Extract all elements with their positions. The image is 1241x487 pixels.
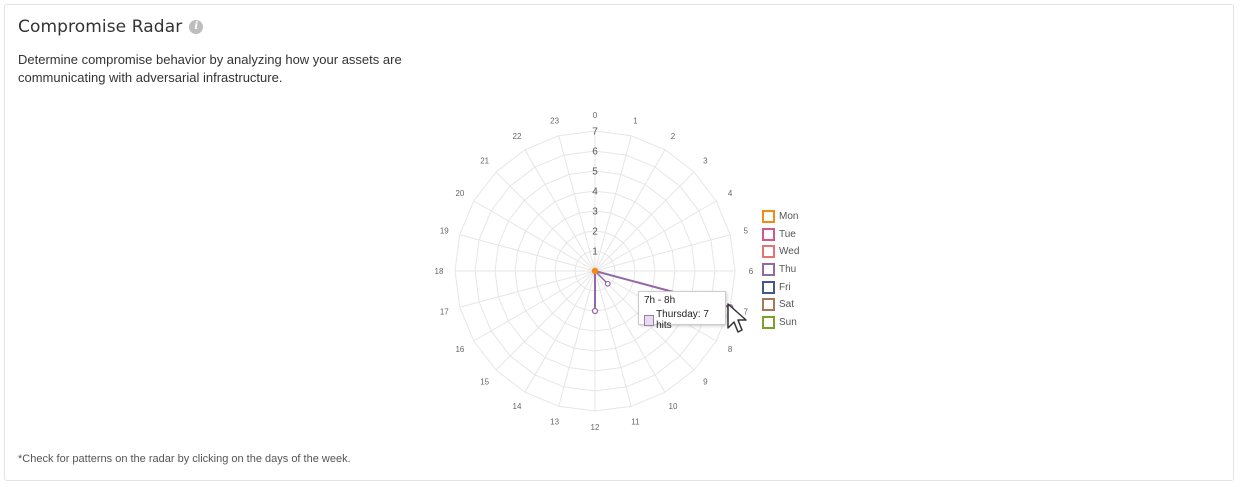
legend-label: Sat (779, 299, 795, 311)
footnote: *Check for patterns on the radar by clic… (18, 453, 351, 465)
point-thu-12 (591, 307, 599, 315)
legend-label: Mon (779, 211, 799, 223)
legend-item-sun[interactable]: Sun (762, 314, 799, 332)
hour-label-19: 19 (440, 227, 449, 236)
tooltip-row: Thursday: 7 hits (644, 309, 720, 331)
title-row: Compromise Radar i (18, 17, 204, 37)
legend-item-sat[interactable]: Sat (762, 296, 799, 314)
legend-swatch (762, 263, 775, 277)
hour-label-4: 4 (728, 189, 733, 198)
hour-label-14: 14 (513, 402, 522, 411)
card-description: Determine compromise behavior by analyzi… (18, 52, 402, 85)
legend-item-tue[interactable]: Tue (762, 226, 799, 244)
hour-label-16: 16 (455, 345, 464, 354)
legend-label: Fri (779, 281, 791, 293)
hour-label-18: 18 (435, 267, 444, 276)
spoke-2 (594, 149, 666, 272)
center-point (591, 267, 599, 275)
hour-label-9: 9 (703, 377, 708, 386)
legend-label: Wed (779, 246, 800, 258)
legend-swatch (762, 315, 775, 329)
radius-label-6: 6 (592, 147, 598, 158)
hour-label-20: 20 (455, 189, 464, 198)
legend-label: Tue (779, 228, 796, 240)
legend-label: Sun (779, 316, 797, 328)
hour-label-23: 23 (550, 116, 559, 125)
tooltip-title: 7h - 8h (644, 295, 676, 306)
radius-label-3: 3 (592, 207, 598, 218)
radius-label-1: 1 (592, 247, 598, 258)
legend-swatch (762, 280, 775, 294)
spoke-21 (495, 171, 596, 272)
hour-label-8: 8 (728, 345, 733, 354)
compromise-radar-card: Compromise Radar i Determine compromise … (4, 4, 1234, 481)
hour-label-22: 22 (513, 132, 522, 141)
legend-label: Thu (779, 264, 797, 276)
spoke-20 (473, 200, 596, 272)
hour-label-21: 21 (480, 157, 489, 166)
info-icon[interactable]: i (189, 20, 204, 34)
legend-swatch (762, 210, 775, 224)
spoke-19 (459, 234, 596, 272)
tooltip-text: Thursday: 7 hits (656, 309, 709, 331)
legend-item-mon[interactable]: Mon (762, 208, 799, 226)
legend-swatch (762, 245, 775, 259)
extra-point-9 (604, 280, 611, 287)
spoke-3 (594, 171, 695, 272)
spoke-10 (594, 270, 666, 393)
legend-item-thu[interactable]: Thu (762, 261, 799, 279)
mouse-pointer-icon (727, 303, 747, 333)
legend-item-fri[interactable]: Fri (762, 278, 799, 296)
hour-label-7: 7 (743, 307, 748, 316)
tooltip-swatch (644, 314, 655, 326)
radius-label-4: 4 (592, 187, 598, 198)
spoke-17 (459, 270, 596, 308)
spoke-4 (594, 200, 717, 272)
hour-label-1: 1 (633, 116, 638, 125)
spoke-1 (594, 135, 632, 272)
spoke-11 (594, 270, 632, 407)
radius-label-2: 2 (592, 227, 598, 238)
hour-label-15: 15 (480, 377, 489, 386)
spoke-5 (594, 234, 731, 272)
radius-labels: 1 2 3 4 5 6 7 (592, 127, 598, 258)
spoke-16 (473, 270, 596, 342)
hour-label-13: 13 (550, 418, 559, 427)
legend: Mon Tue Wed Thu Fri Sat Sun (762, 208, 799, 331)
spoke-22 (524, 149, 596, 272)
hour-label-0: 0 (593, 111, 598, 120)
legend-swatch (762, 298, 775, 312)
spoke-23 (558, 135, 596, 272)
legend-swatch (762, 227, 775, 241)
hour-label-17: 17 (440, 307, 449, 316)
hour-label-2: 2 (671, 132, 676, 141)
spoke-13 (558, 270, 596, 407)
radar-spokes (455, 131, 735, 411)
spoke-15 (495, 270, 596, 371)
radius-label-5: 5 (592, 167, 598, 178)
hour-label-11: 11 (631, 418, 640, 427)
hour-label-3: 3 (703, 157, 708, 166)
radius-label-7: 7 (592, 127, 598, 138)
hour-label-10: 10 (669, 402, 678, 411)
legend-item-wed[interactable]: Wed (762, 243, 799, 261)
spoke-14 (524, 270, 596, 393)
hour-label-5: 5 (743, 227, 748, 236)
chart-tooltip: 7h - 8h Thursday: 7 hits (638, 291, 726, 331)
hour-label-6: 6 (749, 267, 754, 276)
hour-label-12: 12 (591, 423, 600, 432)
card-title: Compromise Radar (18, 17, 183, 37)
